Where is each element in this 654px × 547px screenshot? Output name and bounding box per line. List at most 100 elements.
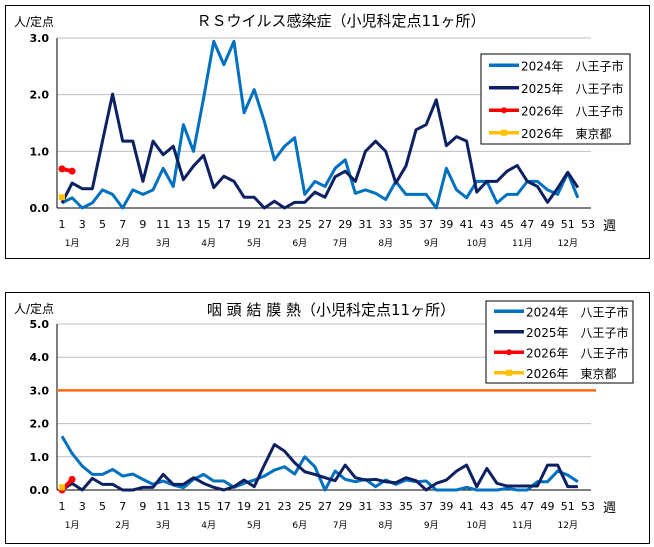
legend bbox=[485, 300, 634, 384]
x-tick-label: 29 bbox=[338, 500, 352, 513]
x-tick-label: 51 bbox=[561, 500, 575, 513]
y-tick-label: 2.0 bbox=[30, 89, 50, 102]
month-label: 7月 bbox=[333, 238, 348, 249]
x-tick-label: 23 bbox=[278, 218, 292, 231]
x-tick-label: 13 bbox=[176, 500, 190, 513]
x-tick-label: 49 bbox=[541, 218, 555, 231]
x-tick-label: 53 bbox=[581, 218, 595, 231]
y-tick-label: 5.0 bbox=[30, 318, 50, 331]
series-2026-tokyo-point bbox=[59, 194, 65, 201]
legend-marker bbox=[501, 107, 507, 114]
x-tick-label: 27 bbox=[318, 500, 332, 513]
month-label: 5月 bbox=[247, 520, 262, 531]
series-2024-hachioji-line bbox=[60, 435, 579, 492]
x-tick-label: 21 bbox=[257, 500, 271, 513]
series-2026-hachioji-point bbox=[58, 165, 66, 173]
x-tick-label: 35 bbox=[399, 218, 413, 231]
month-label: 4月 bbox=[201, 238, 216, 249]
legend-label: 2026年 東京都 bbox=[521, 127, 612, 141]
x-tick-label: 41 bbox=[460, 500, 474, 513]
series-2026-hachioji-point bbox=[68, 167, 76, 175]
x-tick-label: 7 bbox=[119, 218, 126, 231]
x-tick-label: 21 bbox=[257, 218, 271, 231]
rsv-chart-panel: ＲＳウイルス感染症（小児科定点11ヶ所） 人/定点 0.0 1.0 2.0 3.0 1 3 5 7… bbox=[5, 5, 650, 259]
x-tick-label: 9 bbox=[139, 500, 146, 513]
legend-label: 2025年 八王子市 bbox=[526, 325, 629, 340]
month-label: 12月 bbox=[558, 238, 578, 249]
legend-label: 2026年 八王子市 bbox=[521, 103, 624, 118]
x-tick-label: 51 bbox=[561, 218, 575, 231]
x-tick-label: 47 bbox=[520, 500, 534, 513]
legend-label: 2026年 八王子市 bbox=[526, 345, 629, 360]
legend-marker bbox=[506, 349, 512, 356]
x-axis-label: 週 bbox=[603, 501, 616, 516]
x-tick-label: 11 bbox=[156, 500, 170, 513]
legend-label: 2026年 東京都 bbox=[526, 367, 617, 381]
month-label: 5月 bbox=[247, 238, 262, 249]
month-label: 7月 bbox=[333, 520, 348, 531]
x-tick-label: 19 bbox=[237, 500, 251, 513]
x-tick-label: 25 bbox=[298, 218, 312, 231]
x-tick-label: 1 bbox=[59, 218, 66, 231]
x-tick-label: 15 bbox=[197, 218, 211, 231]
legend bbox=[480, 53, 631, 145]
x-tick-label: 39 bbox=[439, 500, 453, 513]
x-tick-label: 25 bbox=[298, 500, 312, 513]
x-tick-label: 7 bbox=[119, 500, 126, 513]
month-label: 11月 bbox=[512, 520, 532, 531]
y-tick-label: 1.0 bbox=[30, 451, 50, 464]
legend-label: 2024年 八王子市 bbox=[521, 58, 624, 73]
x-axis-label: 週 bbox=[603, 219, 616, 234]
x-tick-label: 17 bbox=[217, 218, 231, 231]
month-label: 9月 bbox=[424, 520, 439, 531]
month-label: 10月 bbox=[467, 520, 487, 531]
y-tick-label: 3.0 bbox=[30, 32, 50, 45]
month-label: 3月 bbox=[156, 520, 171, 531]
x-tick-label: 23 bbox=[278, 500, 292, 513]
x-tick-label: 39 bbox=[439, 218, 453, 231]
chart-title: ＲＳウイルス感染症（小児科定点11ヶ所） bbox=[196, 12, 485, 30]
y-axis-label: 人/定点 bbox=[14, 14, 54, 29]
pharyngoconjunctival-fever-chart: 咽 頭 結 膜 熱（小児科定点11ヶ所） 人/定点 0.0 1.0 2.0 3.0 4.0 5… bbox=[14, 300, 634, 531]
x-tick-label: 5 bbox=[99, 500, 106, 513]
month-label: 12月 bbox=[558, 520, 578, 531]
x-tick-label: 29 bbox=[338, 218, 352, 231]
legend-label: 2025年 八王子市 bbox=[521, 81, 624, 96]
x-tick-label: 33 bbox=[379, 218, 393, 231]
month-label: 3月 bbox=[156, 238, 171, 249]
x-tick-label: 5 bbox=[99, 218, 106, 231]
month-label: 4月 bbox=[201, 520, 216, 531]
series-2024-hachioji-line bbox=[61, 39, 580, 210]
series-2026-tokyo-point bbox=[59, 484, 65, 491]
x-tick-label: 43 bbox=[480, 500, 494, 513]
x-tick-label: 13 bbox=[176, 218, 190, 231]
month-label: 2月 bbox=[115, 238, 130, 249]
x-tick-label: 3 bbox=[79, 500, 86, 513]
series-2025-hachioji-line bbox=[60, 92, 580, 210]
x-tick-label: 35 bbox=[399, 500, 413, 513]
month-label: 10月 bbox=[467, 238, 487, 249]
series-2025-hachioji-line bbox=[61, 443, 578, 492]
x-tick-label: 11 bbox=[156, 218, 170, 231]
y-tick-label: 2.0 bbox=[30, 418, 50, 431]
y-tick-label: 4.0 bbox=[30, 351, 50, 364]
x-tick-label: 27 bbox=[318, 218, 332, 231]
pcf-chart-panel: 咽 頭 結 膜 熱（小児科定点11ヶ所） 人/定点 0.0 1.0 2.0 3.0 4.0 5… bbox=[5, 292, 650, 544]
x-tick-label: 53 bbox=[581, 500, 595, 513]
month-label: 8月 bbox=[378, 238, 393, 249]
x-tick-label: 33 bbox=[379, 500, 393, 513]
month-label: 11月 bbox=[512, 238, 532, 249]
x-tick-label: 49 bbox=[541, 500, 555, 513]
y-tick-label: 0.0 bbox=[30, 484, 50, 497]
x-tick-label: 45 bbox=[500, 500, 514, 513]
month-label: 9月 bbox=[424, 238, 439, 249]
legend-marker bbox=[506, 369, 512, 376]
y-tick-label: 1.0 bbox=[30, 145, 50, 158]
x-tick-label: 19 bbox=[237, 218, 251, 231]
rsv-chart: ＲＳウイルス感染症（小児科定点11ヶ所）人/定点0.01.02.03.01 3 5 7… bbox=[14, 12, 631, 249]
series-2026-hachioji-point bbox=[68, 475, 76, 483]
x-tick-label: 45 bbox=[500, 218, 514, 231]
x-tick-label: 41 bbox=[460, 218, 474, 231]
x-tick-label: 37 bbox=[419, 500, 433, 513]
x-tick-label: 17 bbox=[217, 500, 231, 513]
